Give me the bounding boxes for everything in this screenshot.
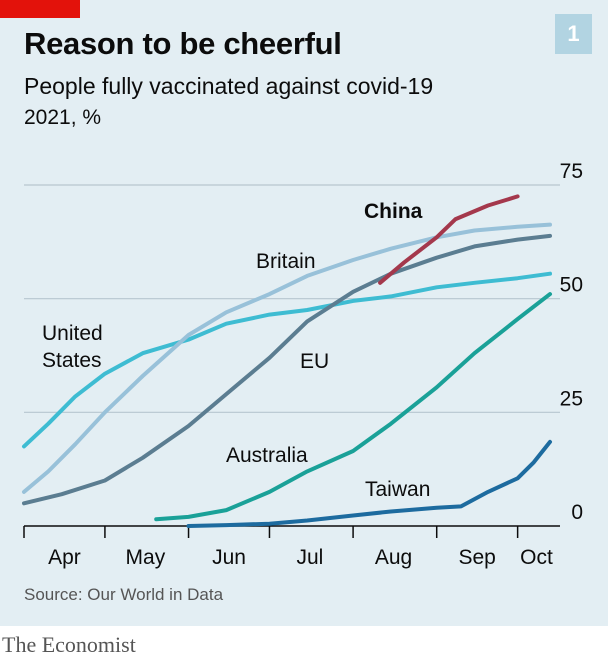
chart-number-badge: 1: [555, 14, 592, 54]
series-label-taiwan: Taiwan: [365, 478, 430, 501]
series-line-united-states: [22, 271, 552, 449]
series-line-britain: [22, 222, 552, 494]
line-chart: 0 25 50 75 Apr May Jun Jul Aug Sep Oct United States…: [22, 160, 583, 569]
series-label-china: China: [364, 200, 423, 223]
y-tick-label-25: 25: [560, 387, 583, 410]
y-tick-label-75: 75: [560, 160, 583, 183]
x-tick-label-jun: Jun: [212, 546, 246, 569]
economist-logo: The Economist: [2, 632, 136, 657]
series-label-australia: Australia: [226, 444, 308, 467]
x-tick-label-may: May: [126, 546, 166, 569]
source-note: Source: Our World in Data: [24, 585, 224, 604]
x-tick-label-sep: Sep: [458, 546, 495, 569]
series-line-taiwan: [186, 439, 552, 528]
x-tick-label-aug: Aug: [375, 546, 412, 569]
chart-unit: 2021, %: [24, 106, 102, 129]
series-line-eu: [22, 233, 552, 506]
brand-red-bar: [0, 0, 80, 18]
series-label-united-states-0: United: [42, 322, 103, 345]
series-line-australia: [154, 292, 552, 522]
x-tick-label-jul: Jul: [296, 546, 323, 569]
x-tick-label-apr: Apr: [48, 546, 81, 569]
chart-title: Reason to be cheerful: [24, 26, 342, 61]
series-label-britain: Britain: [256, 250, 316, 273]
chart-subtitle: People fully vaccinated against covid-19: [24, 73, 434, 99]
series-line-china: [378, 194, 520, 285]
series-label-united-states-1: States: [42, 349, 102, 372]
x-tick-label-oct: Oct: [520, 546, 553, 569]
y-tick-label-0: 0: [571, 501, 583, 524]
y-tick-label-50: 50: [560, 274, 583, 297]
series-label-eu: EU: [300, 350, 329, 373]
